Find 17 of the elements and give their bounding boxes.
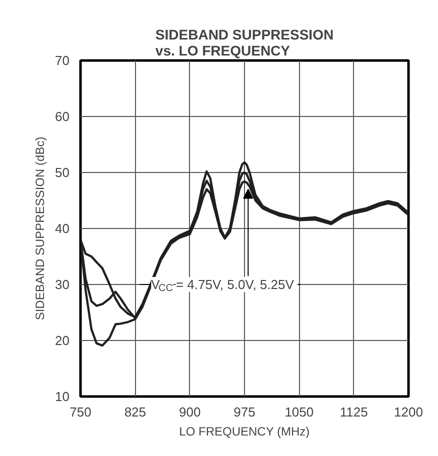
y-tick-label: 50 — [55, 165, 70, 180]
y-tick-label: 70 — [55, 53, 70, 68]
x-tick-label: 825 — [124, 404, 146, 420]
chart-title: SIDEBAND SUPPRESSION vs. LO FREQUENCY — [155, 26, 334, 58]
x-tick-label: 1200 — [394, 404, 423, 420]
x-tick-label: 1050 — [284, 404, 314, 420]
x-tick-label: 900 — [178, 404, 201, 420]
y-tick-label: 20 — [55, 333, 70, 348]
y-tick-label: 30 — [55, 277, 70, 292]
y-tick-label: 40 — [55, 221, 70, 236]
y-tick-label: 60 — [55, 109, 70, 124]
y-tick-label: 10 — [55, 389, 70, 404]
x-tick-label: 750 — [70, 404, 92, 420]
x-axis-title: LO FREQUENCY (MHz) — [179, 424, 310, 438]
y-axis-title: SIDEBAND SUPPRESSION (dBc) — [33, 136, 48, 320]
x-tick-label: 975 — [234, 404, 256, 420]
x-tick-label: 1125 — [340, 404, 368, 420]
